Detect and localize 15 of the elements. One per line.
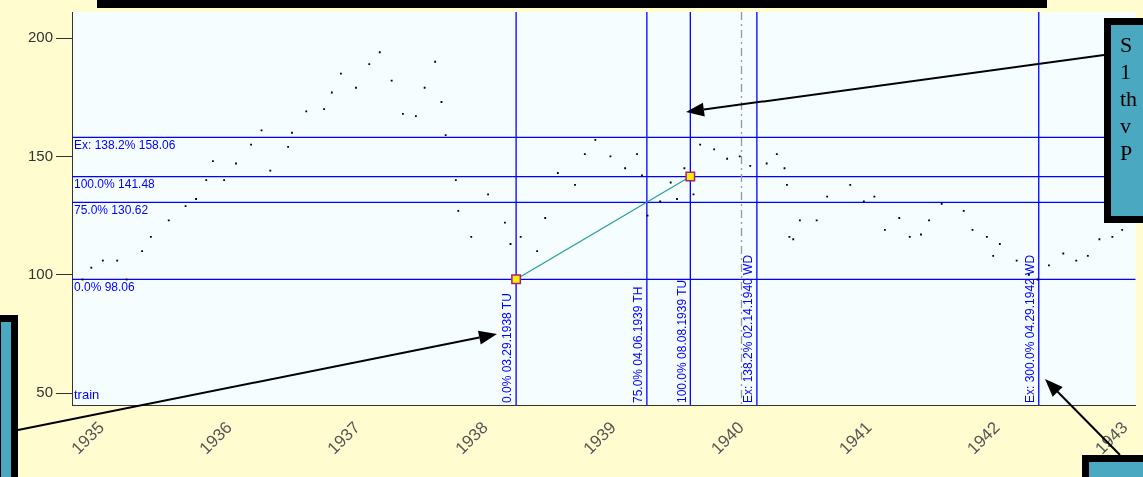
ref-line-label: 0.0% 03.29.1938 TU	[500, 293, 515, 403]
ref-line-label: 100.0% 141.48	[74, 176, 156, 191]
ref-line-label: Ex: 300.0% 04.29.1942 WD	[1023, 254, 1038, 403]
ref-line-label: 0.0% 98.06	[74, 279, 136, 294]
y-tick-label: 200	[27, 28, 53, 46]
ref-line-label: 75.0% 130.62	[74, 202, 149, 217]
ref-line-label: Ex: 138.2% 02.14.1940 WD	[741, 254, 756, 403]
y-tick-label: 50	[36, 383, 53, 401]
callout-box: S 1 th v P	[1104, 18, 1143, 223]
ref-line-label: 100.0% 08.08.1939 TU	[674, 279, 689, 403]
ref-line-label: 75.0% 04.06.1939 TH	[631, 286, 646, 403]
annotation: train	[74, 387, 100, 403]
ref-line-label: Ex: 138.2% 158.06	[74, 137, 176, 152]
y-tick-label: 100	[27, 264, 53, 282]
y-tick-label: 150	[27, 146, 53, 164]
